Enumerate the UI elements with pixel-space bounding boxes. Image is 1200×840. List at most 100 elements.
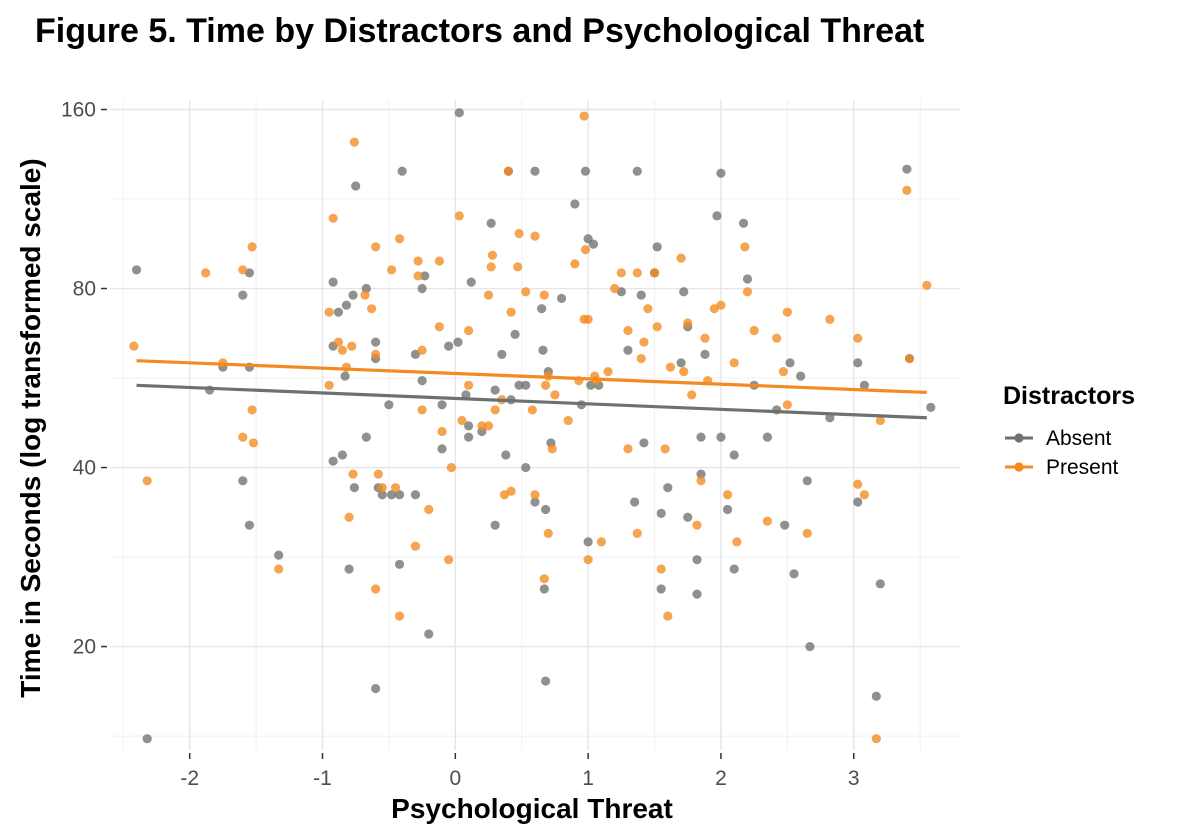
point-absent <box>454 108 464 118</box>
legend-key-point-present <box>1014 462 1024 472</box>
point-present <box>742 287 753 297</box>
point-absent <box>453 337 463 347</box>
point-absent <box>410 490 421 500</box>
point-present <box>377 483 387 493</box>
point-absent <box>636 290 646 300</box>
point-present <box>324 380 334 390</box>
point-absent <box>351 181 361 191</box>
point-absent <box>716 168 726 178</box>
x-tick-label: 0 <box>449 767 461 790</box>
point-present <box>324 307 334 317</box>
point-present <box>333 337 344 347</box>
point-present <box>490 405 500 415</box>
point-present <box>547 444 557 454</box>
point-absent <box>521 462 531 473</box>
point-absent <box>692 589 702 599</box>
point-present <box>371 584 381 594</box>
point-absent <box>875 579 885 589</box>
point-present <box>530 231 540 241</box>
point-present <box>274 564 284 574</box>
point-absent <box>521 380 531 390</box>
chart-title: Figure 5. Time by Distractors and Psycho… <box>35 12 924 50</box>
point-present <box>563 415 573 426</box>
legend: Distractors Absent Present <box>1003 382 1135 479</box>
point-absent <box>588 239 599 249</box>
point-absent <box>394 559 405 569</box>
point-absent <box>639 438 649 448</box>
point-absent <box>424 629 434 639</box>
point-absent <box>437 444 447 454</box>
point-absent <box>501 450 511 460</box>
point-present <box>541 380 551 390</box>
point-present <box>859 490 869 500</box>
point-present <box>434 256 444 266</box>
point-present <box>676 253 686 263</box>
point-present <box>506 307 516 317</box>
point-absent <box>328 277 338 287</box>
point-absent <box>386 490 397 500</box>
point-present <box>665 362 676 372</box>
point-present <box>649 268 660 278</box>
point-absent <box>490 520 500 530</box>
point-absent <box>344 564 354 574</box>
point-present <box>437 426 447 437</box>
point-absent <box>537 304 547 314</box>
point-present <box>623 325 633 336</box>
point-absent <box>371 683 381 694</box>
point-absent <box>738 218 749 228</box>
point-present <box>583 314 593 324</box>
point-present <box>539 574 549 584</box>
point-present <box>238 265 248 275</box>
point-present <box>700 333 710 343</box>
point-absent <box>486 218 496 228</box>
point-present <box>643 304 653 314</box>
point-absent <box>490 385 500 395</box>
point-present <box>603 366 613 377</box>
point-present <box>483 290 494 300</box>
point-present <box>390 483 401 493</box>
point-absent <box>444 341 454 351</box>
point-present <box>871 734 881 744</box>
point-absent <box>340 371 350 381</box>
trend-layer <box>136 359 927 420</box>
x-tick-label: 2 <box>715 767 727 790</box>
point-absent <box>341 300 352 310</box>
point-present <box>530 490 540 500</box>
point-absent <box>871 691 881 701</box>
point-absent <box>780 520 790 530</box>
point-absent <box>802 476 812 486</box>
point-present <box>349 137 359 147</box>
point-absent <box>397 166 407 176</box>
point-absent <box>630 497 640 507</box>
y-tick-label: 80 <box>73 278 96 301</box>
point-absent <box>729 450 739 460</box>
point-absent <box>437 400 447 410</box>
point-present <box>732 537 742 547</box>
x-axis-title: Psychological Threat <box>391 793 673 824</box>
point-absent <box>384 400 394 410</box>
point-absent <box>348 290 358 300</box>
point-absent <box>692 555 702 565</box>
point-absent <box>417 283 427 294</box>
point-present <box>652 322 662 332</box>
point-present <box>802 528 812 538</box>
point-present <box>853 479 863 489</box>
point-present <box>444 555 454 565</box>
axis-layer: -2 -1 0 1 2 3 20 40 80 160 <box>61 99 860 790</box>
point-present <box>201 268 211 278</box>
point-present <box>238 432 248 442</box>
point-present <box>663 611 673 621</box>
point-absent <box>902 164 912 174</box>
point-absent <box>417 376 427 386</box>
point-present <box>550 390 560 400</box>
point-present <box>683 318 693 328</box>
point-present <box>247 242 257 252</box>
point-present <box>463 380 474 390</box>
point-present <box>687 390 697 400</box>
point-present <box>514 228 524 239</box>
point-present <box>417 345 427 355</box>
point-absent <box>696 432 706 442</box>
point-absent <box>859 380 869 390</box>
point-present <box>875 415 885 426</box>
